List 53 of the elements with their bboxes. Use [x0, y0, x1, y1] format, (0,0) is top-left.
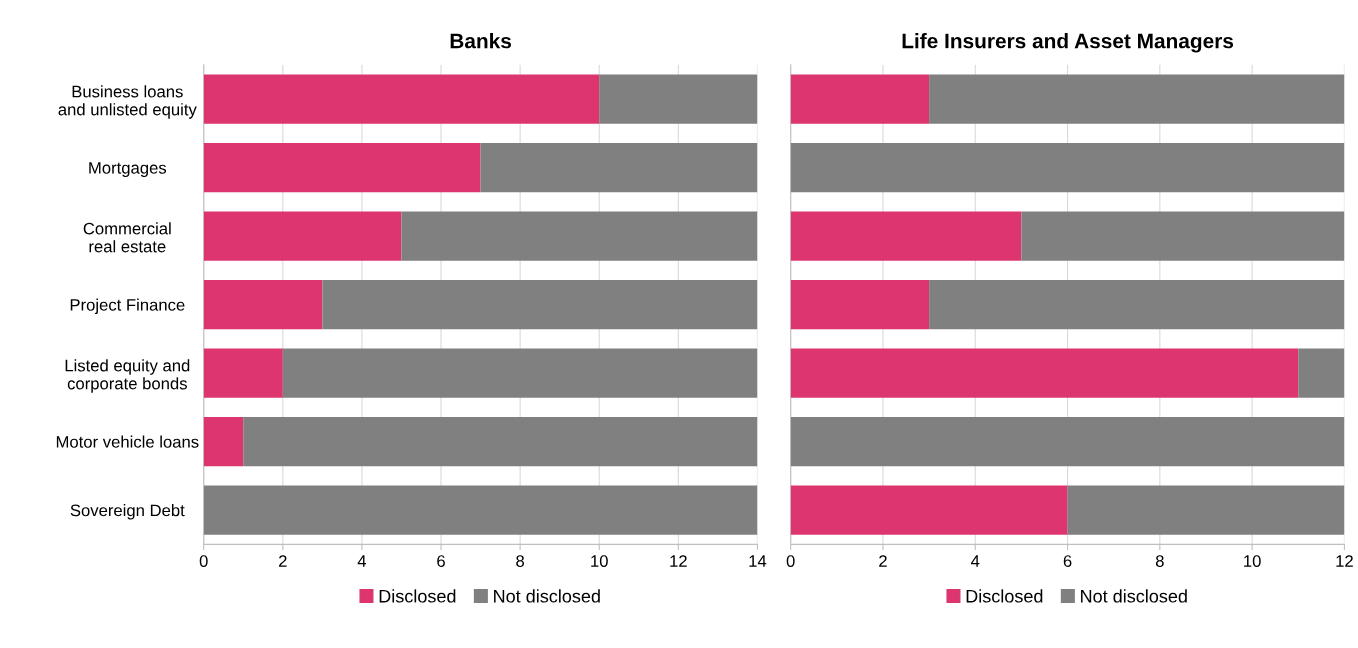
- x-tick-label: 6: [1063, 555, 1072, 567]
- chart-title: Banks: [450, 33, 511, 49]
- x-tick-label: 12: [1336, 555, 1353, 567]
- x-tick-label: 2: [879, 555, 887, 567]
- bar: [203, 485, 758, 535]
- y-tick-label: Listed equity and corporate bonds: [65, 359, 190, 393]
- x-tick-label: 10: [1244, 555, 1261, 567]
- legend-label: Not disclosed: [494, 589, 600, 603]
- legend-label: Disclosed: [966, 589, 1043, 603]
- x-tick-label: 4: [971, 555, 980, 567]
- bar: [480, 142, 758, 193]
- bar: [790, 279, 930, 330]
- bar: [790, 74, 930, 124]
- bar: [1021, 211, 1345, 261]
- bar: [282, 348, 758, 398]
- legend-label: Not disclosed: [1081, 589, 1187, 603]
- bar: [203, 142, 481, 193]
- bar: [929, 279, 1345, 330]
- x-tick-label: 4: [357, 555, 367, 567]
- bar: [203, 416, 244, 467]
- bar: [203, 348, 283, 398]
- y-tick-label: Business loans and unlisted equity: [58, 85, 197, 119]
- bar: [203, 74, 600, 124]
- bar: [243, 416, 758, 467]
- bar: [1298, 348, 1345, 398]
- y-tick-label: Commercial real estate: [83, 222, 171, 253]
- bar: [1067, 485, 1345, 535]
- bar: [401, 211, 758, 261]
- y-tick-label: Project Finance: [70, 298, 185, 315]
- bar: [929, 74, 1345, 124]
- bar: [599, 74, 758, 124]
- bar: [790, 142, 1345, 193]
- x-tick-label: 0: [199, 555, 208, 567]
- y-tick-label: Sovereign Debt: [70, 504, 185, 520]
- bar: [203, 279, 323, 330]
- x-tick-label: 8: [1155, 555, 1164, 567]
- x-tick-label: 6: [437, 555, 445, 567]
- y-tick-label: Mortgages: [89, 162, 167, 178]
- bar: [790, 416, 1345, 467]
- legend-label: Disclosed: [379, 589, 456, 603]
- x-tick-label: 12: [670, 555, 687, 567]
- bar: [203, 211, 402, 261]
- bar: [790, 348, 1299, 398]
- bar: [790, 485, 1068, 535]
- y-tick-label: Motor vehicle loans: [56, 435, 199, 448]
- x-tick-label: 0: [786, 555, 795, 567]
- x-tick-label: 2: [279, 555, 287, 567]
- bar: [322, 279, 758, 330]
- bar: [790, 211, 1022, 261]
- x-tick-label: 8: [516, 555, 525, 567]
- x-tick-label: 10: [591, 555, 608, 567]
- x-tick-label: 14: [749, 555, 767, 567]
- chart-title: Life Insurers and Asset Managers: [902, 33, 1234, 53]
